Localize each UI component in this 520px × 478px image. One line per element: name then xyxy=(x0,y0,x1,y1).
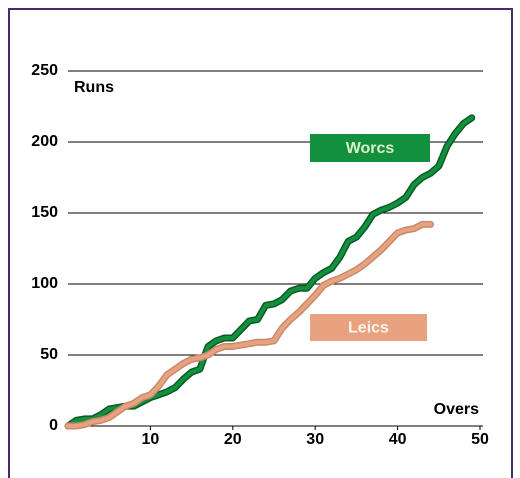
y-tick-label: 100 xyxy=(31,275,58,292)
x-tick-label: 50 xyxy=(471,431,489,448)
series-line xyxy=(66,222,433,428)
x-axis-label: Overs xyxy=(434,401,479,418)
series-line xyxy=(66,115,474,428)
y-tick-label: 150 xyxy=(31,204,58,221)
legend-swatch xyxy=(310,314,427,341)
y-tick-label: 250 xyxy=(31,62,58,79)
x-tick-label: 20 xyxy=(224,431,242,448)
y-tick-label: 50 xyxy=(40,346,58,363)
legend-swatch xyxy=(310,134,430,162)
legend-label: Worcs xyxy=(346,140,395,157)
y-tick-label: 200 xyxy=(31,133,58,150)
legend-label: Leics xyxy=(348,320,389,337)
x-tick-label: 40 xyxy=(389,431,407,448)
frame xyxy=(8,8,513,478)
x-tick-label: 30 xyxy=(306,431,324,448)
y-axis-label: Runs xyxy=(74,79,114,96)
x-tick-label: 10 xyxy=(142,431,160,448)
y-tick-label: 0 xyxy=(49,417,58,434)
series-line-outline xyxy=(64,114,476,430)
